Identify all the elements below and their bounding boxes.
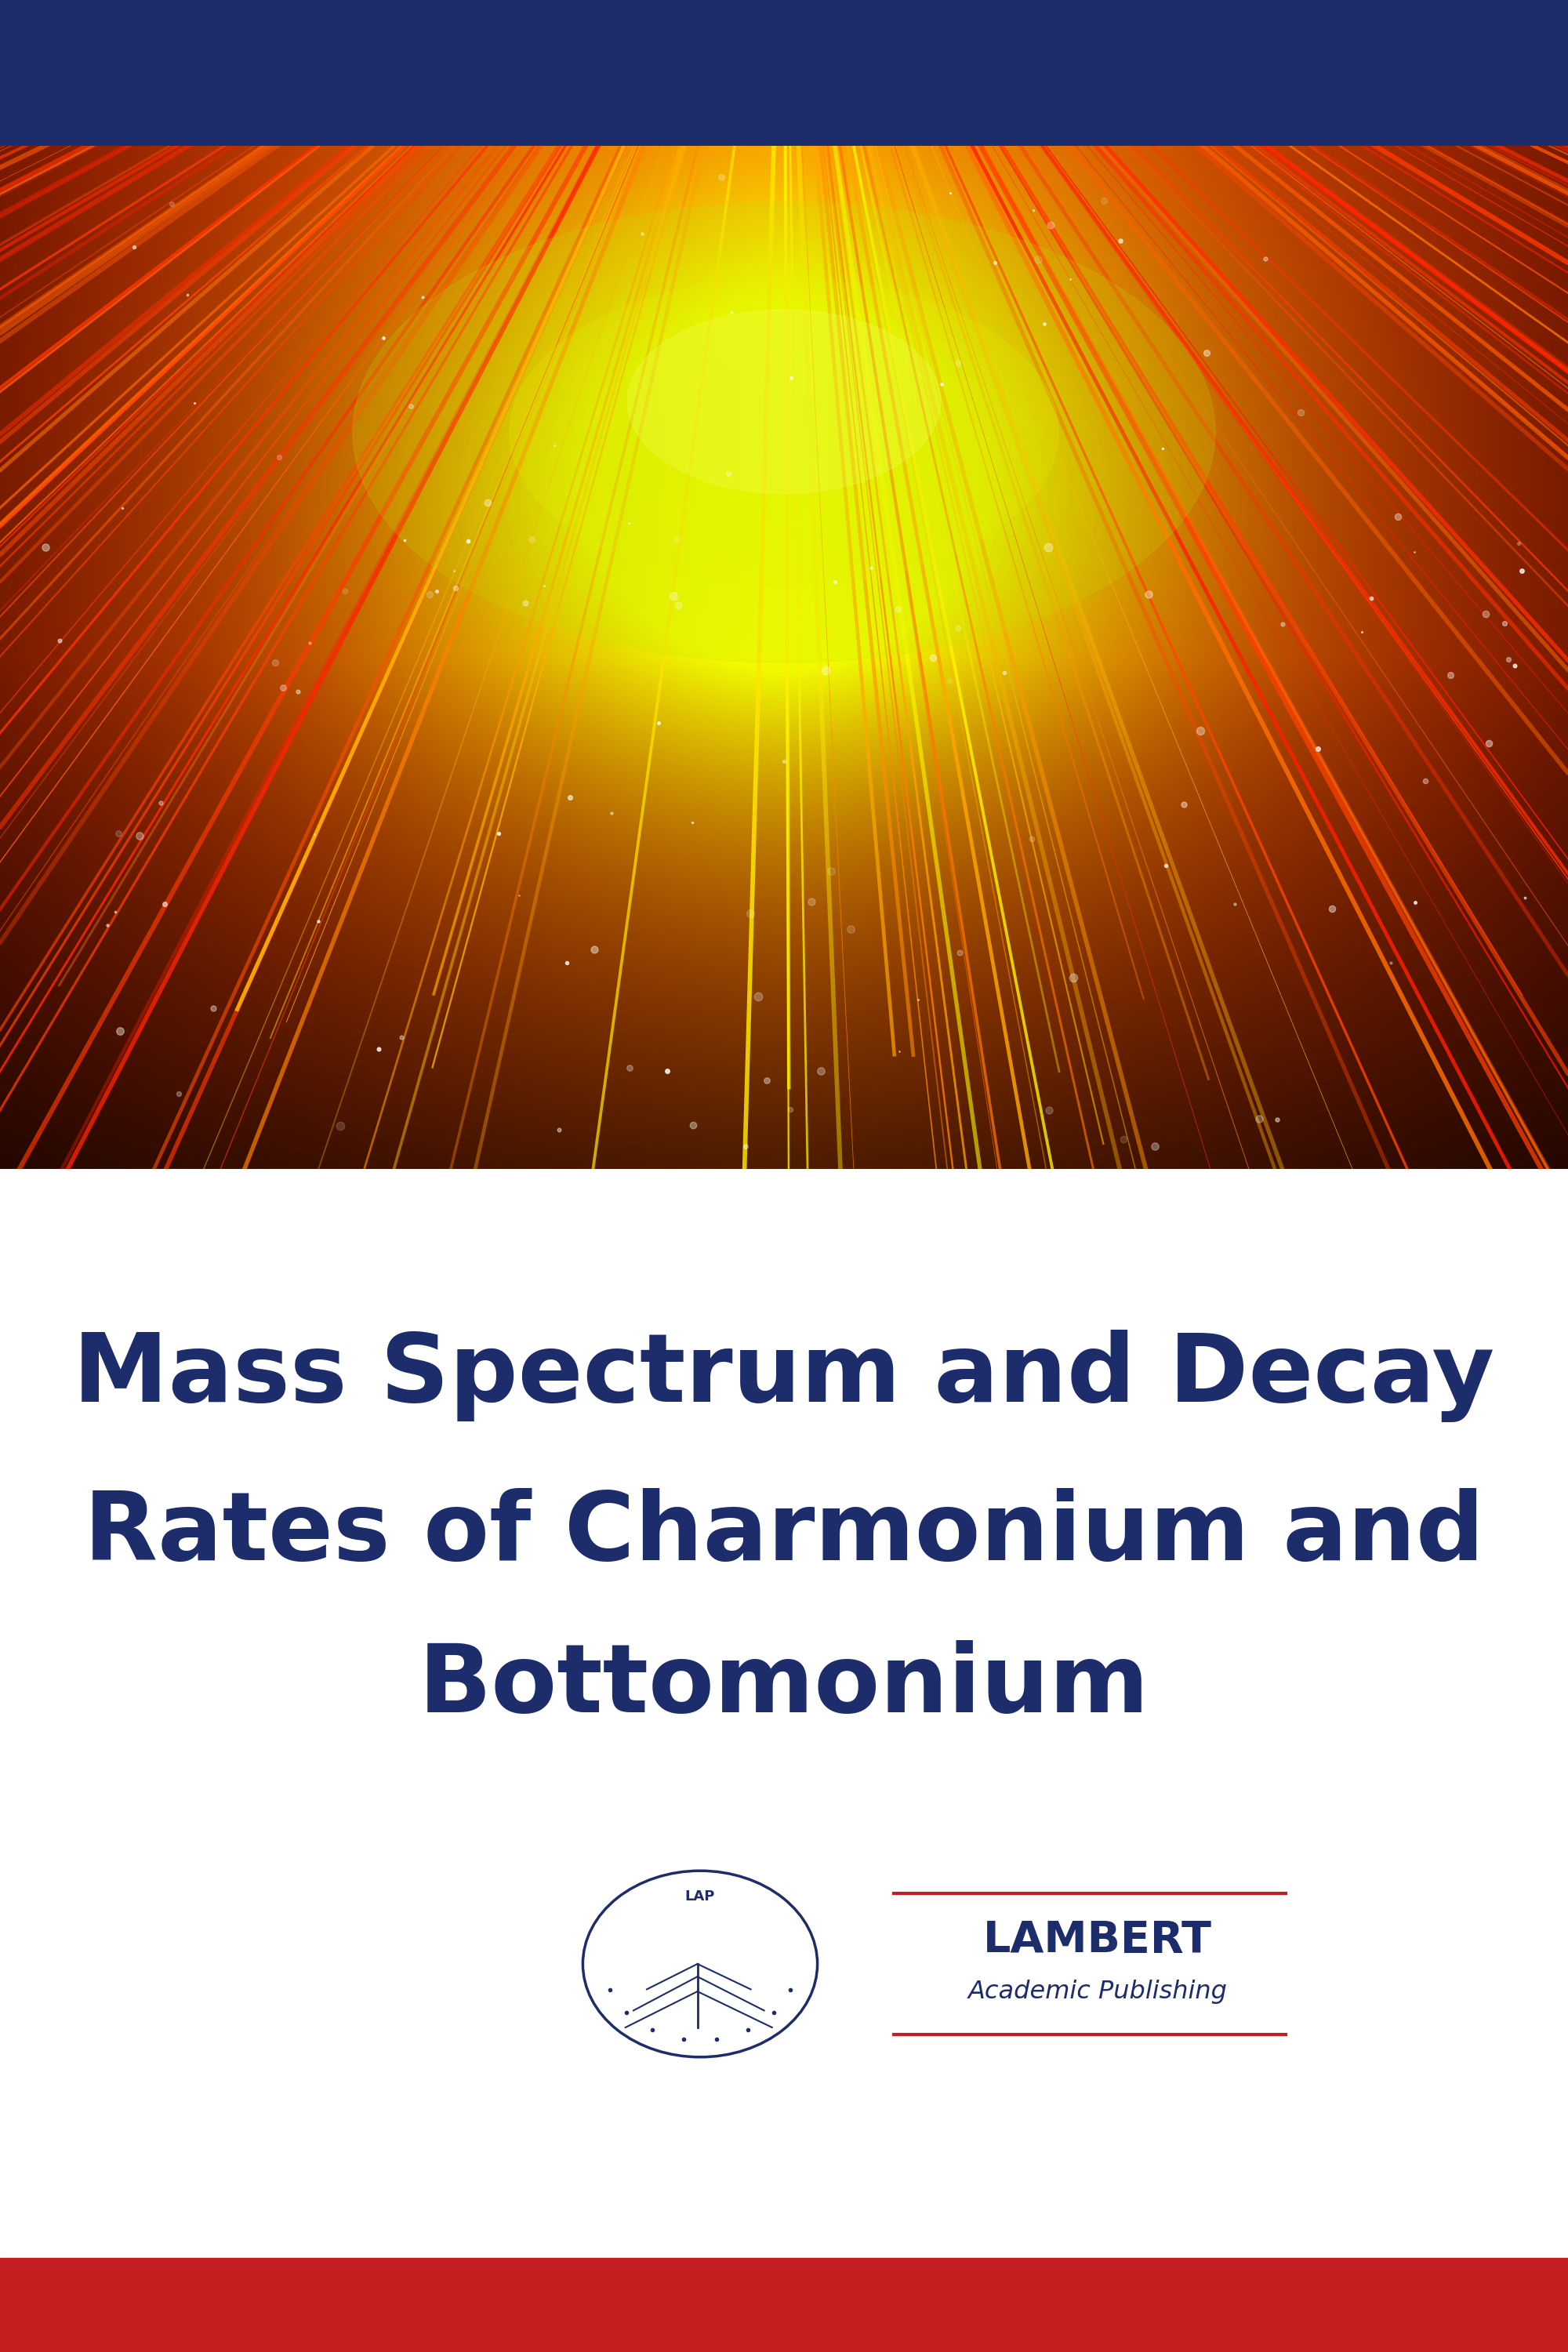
Text: Rates of Charmonium and: Rates of Charmonium and <box>83 1489 1485 1581</box>
Bar <box>0 0 1568 146</box>
Text: Academic Publishing: Academic Publishing <box>967 1980 1228 2004</box>
Ellipse shape <box>510 280 1058 586</box>
Bar <box>0 2258 1568 2352</box>
Text: Bottomonium: Bottomonium <box>419 1642 1149 1731</box>
Text: LAP: LAP <box>685 1889 715 1903</box>
Text: Hluf Negash Gebrehiwet: Hluf Negash Gebrehiwet <box>867 1131 1265 1164</box>
Ellipse shape <box>353 202 1215 663</box>
Text: Mass Spectrum and Decay: Mass Spectrum and Decay <box>74 1329 1494 1423</box>
Text: LAMBERT: LAMBERT <box>983 1919 1212 1962</box>
Ellipse shape <box>627 310 941 494</box>
